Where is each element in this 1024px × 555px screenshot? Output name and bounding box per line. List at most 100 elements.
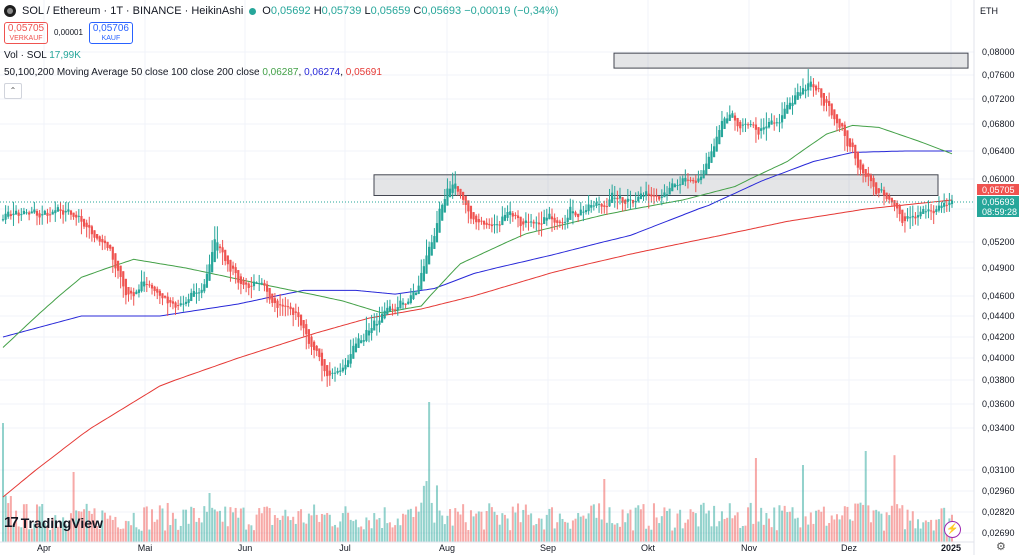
- y-tick-label: 0,05200: [982, 237, 1015, 247]
- candle-body: [744, 123, 747, 125]
- volume-bar: [7, 503, 10, 542]
- volume-bar: [49, 529, 52, 542]
- volume-bar: [754, 458, 757, 542]
- volume-bar: [561, 518, 564, 542]
- candle-body: [885, 192, 888, 200]
- candle-body: [694, 180, 697, 183]
- volume-bar: [137, 529, 140, 542]
- volume-bar: [592, 504, 595, 542]
- volume-bar: [443, 524, 446, 542]
- volume-bar: [292, 516, 295, 542]
- candle-body: [302, 320, 305, 329]
- volume-bar: [218, 510, 221, 542]
- candle-body: [720, 121, 724, 138]
- volume-legend[interactable]: Vol · SOL 17,99K: [4, 50, 81, 61]
- x-tick-label: Aug: [439, 543, 455, 553]
- volume-bar: [263, 506, 266, 542]
- volume-bar: [828, 523, 831, 542]
- volume-bar: [817, 509, 820, 542]
- resistance-zone: [613, 52, 969, 69]
- volume-bar: [64, 524, 67, 542]
- price-axis: 0,08000 0,07600 0,07200 0,06800 0,06400 0,060…: [973, 0, 1019, 555]
- candle-body: [265, 284, 269, 292]
- volume-bar: [200, 522, 203, 542]
- volume-bar: [796, 517, 799, 542]
- volume-bar: [88, 510, 91, 542]
- volume-bar: [62, 517, 65, 542]
- volume-bar: [720, 511, 723, 542]
- candle-body: [689, 179, 692, 181]
- volume-bar: [875, 509, 878, 542]
- candle-body: [843, 124, 846, 136]
- symbol-title[interactable]: SOL / Ethereum · 1T · BINANCE · HeikinAs…: [22, 5, 244, 17]
- candle-body: [794, 95, 797, 105]
- axis-currency[interactable]: ETH: [980, 6, 998, 16]
- market-status-icon[interactable]: [249, 7, 257, 15]
- volume-bar: [574, 518, 577, 542]
- volume-bar: [917, 519, 920, 542]
- volume-bar: [22, 504, 25, 542]
- moving-average-lines: [2, 124, 953, 498]
- volume-bar: [911, 511, 914, 542]
- volume-bar: [679, 509, 682, 542]
- volume-bar: [509, 530, 512, 542]
- candle-body: [208, 264, 211, 281]
- candle-body: [420, 272, 423, 290]
- candle-body: [305, 324, 308, 335]
- volume-bar: [535, 524, 538, 542]
- volume-bar: [433, 522, 436, 542]
- volume-bar: [171, 512, 174, 542]
- candle-body: [62, 210, 65, 215]
- volume-bar: [284, 509, 287, 542]
- volume-bar: [757, 521, 760, 542]
- sell-button[interactable]: 0,05705 VERKAUF: [4, 22, 48, 44]
- ma-legend[interactable]: 50,100,200 Moving Average 50 close 100 c…: [4, 67, 382, 78]
- volume-bar: [226, 526, 229, 542]
- candle-body: [224, 249, 227, 262]
- volume-bar: [658, 523, 661, 542]
- candle-body: [496, 224, 499, 226]
- candle-body: [268, 288, 271, 300]
- collapse-legend-button[interactable]: ⌃: [4, 83, 22, 99]
- volume-bar: [835, 514, 838, 542]
- volume-bar: [245, 529, 248, 542]
- volume-bar: [158, 505, 161, 542]
- candle-body: [812, 84, 815, 88]
- volume-bar: [801, 465, 804, 542]
- volume-bar: [584, 518, 587, 542]
- candle-body: [702, 170, 705, 179]
- candles: [0, 69, 974, 387]
- volume-bar: [229, 507, 232, 542]
- candle-body: [563, 221, 567, 223]
- candle-body: [527, 221, 530, 223]
- candle-body: [932, 210, 935, 214]
- candle-body: [665, 194, 669, 196]
- volume-bar: [472, 516, 475, 542]
- volume-bar: [289, 520, 292, 542]
- volume-bar: [595, 517, 598, 542]
- volume-bar: [689, 509, 692, 542]
- volume-bar: [815, 510, 818, 542]
- volume-bar: [93, 508, 96, 542]
- candle-body: [396, 307, 399, 311]
- y-tick-label: 0,04400: [982, 311, 1015, 321]
- candle-body: [4, 213, 7, 220]
- volume-bar: [449, 509, 452, 542]
- candle-body: [856, 151, 859, 168]
- volume-bar: [930, 519, 933, 542]
- candle-body: [765, 126, 768, 129]
- volume-bar: [394, 525, 397, 542]
- volume-bar: [106, 518, 109, 542]
- candle-body: [895, 202, 899, 209]
- tradingview-logo[interactable]: 17 TradingView: [4, 514, 103, 531]
- gear-icon[interactable]: ⚙: [996, 541, 1006, 553]
- volume-bar: [169, 525, 172, 542]
- volume-bar: [354, 519, 357, 542]
- volume-bar: [488, 503, 491, 542]
- buy-button[interactable]: 0,05706 KAUF: [88, 22, 133, 44]
- candle-body: [741, 124, 744, 126]
- volume-bar: [182, 509, 185, 542]
- candle-body: [498, 224, 501, 226]
- flash-icon[interactable]: ⚡: [944, 521, 961, 538]
